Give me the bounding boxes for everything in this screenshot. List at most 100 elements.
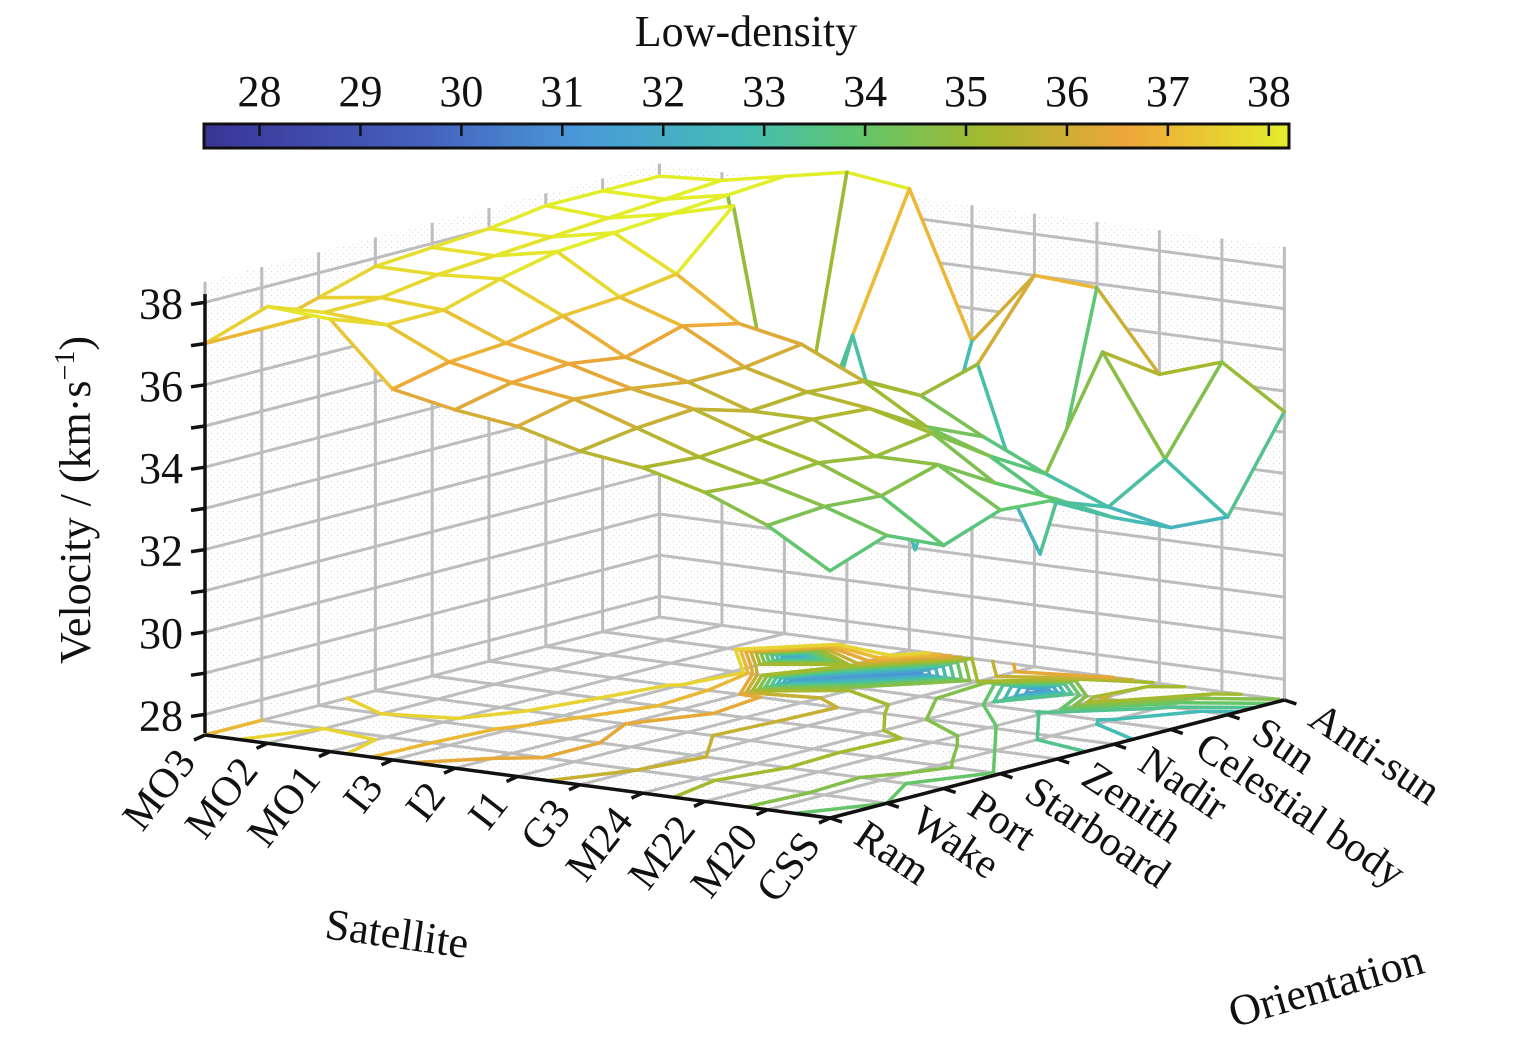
z-tick bbox=[190, 424, 206, 430]
floor-contours bbox=[203, 642, 1280, 816]
mesh-edge bbox=[765, 504, 827, 528]
contour-segment bbox=[785, 750, 842, 770]
mesh-face bbox=[330, 319, 450, 390]
mesh-face bbox=[977, 275, 1097, 554]
mesh-edge bbox=[322, 295, 383, 315]
contour-segment bbox=[809, 649, 833, 664]
contour-segment bbox=[856, 655, 963, 666]
contour-segment bbox=[1134, 696, 1199, 705]
contour-segment bbox=[411, 756, 495, 765]
contour-segment bbox=[831, 643, 881, 660]
grid-line bbox=[488, 659, 1115, 746]
contour-segment bbox=[750, 673, 764, 693]
contour-segment bbox=[854, 656, 974, 668]
mesh-edge bbox=[623, 324, 684, 360]
mesh-edge bbox=[1100, 350, 1167, 461]
colorbar-tick-label: 33 bbox=[742, 67, 786, 116]
colorbar-ticks bbox=[258, 124, 1271, 136]
mesh-edge bbox=[555, 231, 616, 254]
mesh-edge bbox=[691, 407, 753, 413]
contour-segment bbox=[344, 738, 378, 756]
contour-segment bbox=[1119, 692, 1216, 703]
z-tick-label: 32 bbox=[139, 527, 183, 576]
contour-segment bbox=[733, 647, 745, 671]
contour-segment bbox=[369, 741, 434, 759]
mesh-face bbox=[551, 214, 671, 237]
mesh-edge bbox=[862, 379, 929, 429]
contour-segment bbox=[994, 674, 1089, 680]
contour-segment bbox=[804, 650, 824, 663]
mesh-edge bbox=[390, 387, 457, 412]
contour-segment bbox=[992, 683, 1005, 704]
contour-segment bbox=[738, 672, 755, 696]
mesh-edge bbox=[930, 431, 991, 458]
mesh-face bbox=[687, 367, 808, 411]
contour-segment bbox=[706, 671, 750, 693]
mesh-edge bbox=[1157, 360, 1224, 377]
mesh-face bbox=[1165, 362, 1285, 517]
mesh-edge bbox=[822, 494, 883, 509]
contour-segment bbox=[882, 728, 903, 740]
contour-segment bbox=[491, 755, 545, 761]
mesh-edge bbox=[453, 408, 520, 429]
contour-segment bbox=[763, 674, 774, 690]
contour-segment bbox=[883, 702, 891, 716]
contour-segment bbox=[733, 642, 840, 652]
x-tick bbox=[443, 766, 456, 775]
mesh-edge bbox=[879, 462, 940, 498]
colorbar-tick-label: 37 bbox=[1146, 67, 1190, 116]
contour-segment bbox=[711, 719, 778, 738]
mesh-edge bbox=[998, 497, 1059, 512]
mesh-edge bbox=[629, 380, 690, 391]
mesh-edge bbox=[510, 380, 577, 401]
contour-segment bbox=[753, 663, 760, 677]
mesh-face bbox=[636, 409, 757, 457]
contour-segment bbox=[1095, 722, 1135, 742]
grid-line bbox=[261, 718, 887, 805]
mesh-face bbox=[455, 382, 575, 427]
mesh-edge bbox=[385, 323, 452, 364]
mesh-face bbox=[824, 495, 944, 546]
mesh-edge bbox=[748, 409, 815, 421]
mesh-edge bbox=[436, 272, 503, 281]
mesh-face bbox=[926, 426, 1046, 474]
x-tick bbox=[630, 791, 644, 800]
x-tick bbox=[693, 799, 706, 808]
mesh-edge bbox=[447, 341, 508, 364]
contour-segment bbox=[926, 668, 932, 677]
contour-segment bbox=[429, 727, 498, 745]
colorbar-bar bbox=[202, 122, 1291, 150]
contour-segment bbox=[1051, 684, 1060, 694]
mesh-edge bbox=[1163, 360, 1224, 461]
contour-segment bbox=[774, 705, 839, 724]
mesh-edge bbox=[498, 250, 559, 281]
mesh-edge bbox=[754, 417, 815, 440]
x-tick bbox=[318, 750, 331, 759]
mesh-edge bbox=[873, 454, 940, 467]
contour-segment bbox=[866, 653, 953, 663]
mesh-edge bbox=[373, 245, 434, 269]
mesh-face bbox=[494, 232, 614, 256]
mesh-edge bbox=[578, 449, 645, 470]
mesh-face bbox=[381, 274, 501, 311]
contour-segment bbox=[759, 651, 767, 665]
y-tick bbox=[829, 816, 843, 824]
contour-segment bbox=[1092, 684, 1149, 699]
contour-segment bbox=[322, 726, 378, 742]
mesh-face bbox=[500, 251, 620, 317]
z-axis-label: Velocity / (km·s−1) bbox=[50, 336, 100, 664]
z-tick bbox=[190, 341, 206, 348]
mesh-edge bbox=[907, 187, 974, 344]
mesh-edge bbox=[635, 426, 702, 459]
axis-lines bbox=[190, 294, 1297, 825]
x-tick bbox=[505, 774, 519, 784]
contour-segment bbox=[655, 688, 710, 708]
contour-segment bbox=[990, 659, 999, 679]
contour-segment bbox=[379, 712, 460, 721]
mesh-face bbox=[705, 481, 825, 526]
z-tick-label: 38 bbox=[139, 279, 183, 328]
mesh-face bbox=[1102, 352, 1222, 460]
mesh-face bbox=[608, 195, 728, 219]
mesh-face bbox=[375, 247, 495, 275]
contour-segment bbox=[706, 733, 715, 754]
